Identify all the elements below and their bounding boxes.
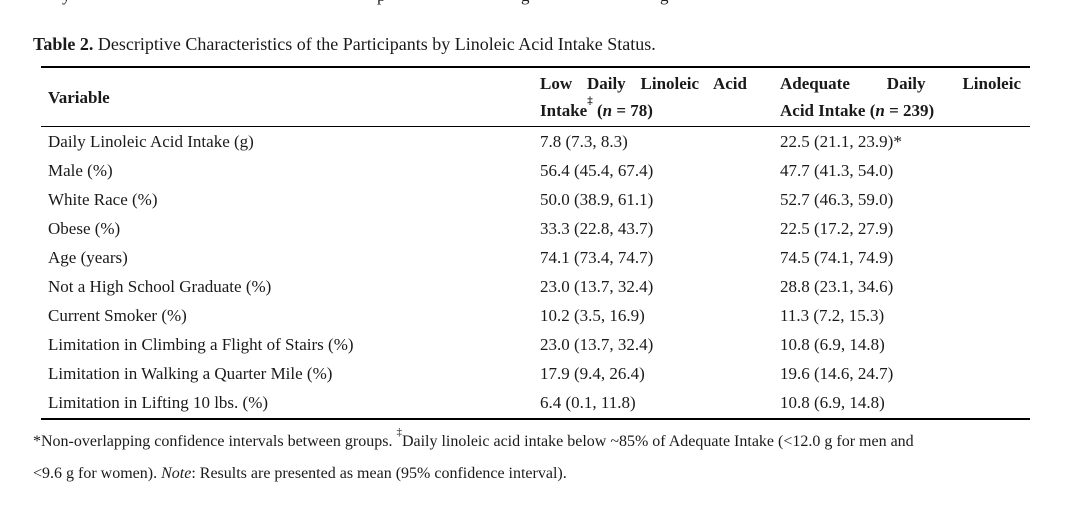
text-fragment: g bbox=[521, 0, 530, 6]
column-header-low-intake-inner: Low Daily Linoleic Acid Intake‡ (n = 78) bbox=[540, 70, 747, 124]
row-low-cell: 10.2 (3.5, 16.9) bbox=[540, 306, 645, 326]
row-variable-cell: Not a High School Graduate (%) bbox=[48, 277, 272, 297]
row-adequate-cell: 22.5 (17.2, 27.9) bbox=[780, 218, 894, 238]
column-header-adequate-intake-inner: Adequate Daily Linoleic Acid Intake (n =… bbox=[780, 70, 1021, 124]
row-low-cell: 23.0 (13.7, 32.4) bbox=[540, 335, 654, 355]
row-variable-cell: Current Smoker (%) bbox=[48, 306, 187, 326]
cropped-previous-line: y p g g bbox=[0, 0, 1066, 7]
double-dagger-superscript: ‡ bbox=[396, 425, 402, 438]
row-low-cell: 6.4 (0.1, 11.8) bbox=[540, 393, 636, 413]
row-variable-cell: Daily Linoleic Acid Intake (g) bbox=[48, 131, 254, 151]
row-adequate-cell: 19.6 (14.6, 24.7) bbox=[780, 364, 894, 384]
column-header-variable: Variable bbox=[41, 68, 540, 126]
row-adequate-cell: 28.8 (23.1, 34.6) bbox=[780, 277, 894, 297]
table-caption-label: Table 2. bbox=[33, 34, 94, 54]
footnote-line2: <9.6 g for women). Note: Results are pre… bbox=[33, 458, 1043, 490]
table-caption: Table 2. Descriptive Characteristics of … bbox=[33, 31, 656, 57]
row-low-cell: 50.0 (38.9, 61.1) bbox=[540, 189, 654, 209]
footnote-asterisk-text: *Non-overlapping confidence intervals be… bbox=[33, 433, 397, 450]
row-variable-cell: White Race (%) bbox=[48, 189, 158, 209]
header-low-line1: Low Daily Linoleic Acid bbox=[540, 74, 747, 93]
text-fragment: g bbox=[660, 0, 669, 6]
column-header-variable-label: Variable bbox=[48, 87, 110, 107]
row-variable-cell: Age (years) bbox=[48, 247, 128, 267]
text-fragment: p bbox=[377, 0, 386, 6]
column-header-adequate-intake: Adequate Daily Linoleic Acid Intake (n =… bbox=[780, 68, 1030, 126]
table-header-row: Variable Low Daily Linoleic Acid Intake‡… bbox=[41, 68, 1030, 127]
row-adequate-cell: 22.5 (21.1, 23.9)* bbox=[780, 131, 902, 151]
row-adequate-cell: 47.7 (41.3, 54.0) bbox=[780, 160, 894, 180]
header-low-n-count: = 78) bbox=[612, 101, 653, 120]
footnote-dagger-text: Daily linoleic acid intake below ~85% of… bbox=[401, 433, 914, 450]
header-adequate-n-symbol: n bbox=[875, 101, 885, 120]
row-adequate-cell: 74.5 (74.1, 74.9) bbox=[780, 247, 894, 267]
row-variable-cell: Limitation in Climbing a Flight of Stair… bbox=[48, 335, 354, 355]
table-body: Daily Linoleic Acid Intake (g) 7.8 (7.3,… bbox=[41, 127, 1030, 420]
row-variable-cell: Limitation in Lifting 10 lbs. (%) bbox=[48, 393, 269, 413]
row-low-cell: 17.9 (9.4, 26.4) bbox=[540, 364, 645, 384]
row-variable-cell: Limitation in Walking a Quarter Mile (%) bbox=[48, 364, 333, 384]
row-low-cell: 23.0 (13.7, 32.4) bbox=[540, 277, 654, 297]
row-adequate-cell: 11.3 (7.2, 15.3) bbox=[780, 306, 885, 326]
header-adequate-line2: Acid Intake (n = 239) bbox=[780, 97, 1021, 124]
footnote-line1: *Non-overlapping confidence intervals be… bbox=[33, 426, 1043, 458]
column-header-low-intake: Low Daily Linoleic Acid Intake‡ (n = 78) bbox=[540, 68, 780, 126]
footnote-note-text: : Results are presented as mean (95% con… bbox=[191, 465, 567, 482]
row-variable-cell: Obese (%) bbox=[48, 218, 121, 238]
header-low-paren-open: ( bbox=[592, 101, 603, 120]
header-low-n-symbol: n bbox=[602, 101, 613, 120]
header-low-intake-word: Intake bbox=[540, 101, 588, 120]
row-variable-cell: Male (%) bbox=[48, 160, 113, 180]
table-footnote: *Non-overlapping confidence intervals be… bbox=[33, 426, 1043, 490]
footnote-continuation-text: <9.6 g for women). bbox=[33, 465, 162, 482]
footnote-note-word: Note bbox=[161, 465, 192, 482]
header-adequate-n-count: = 239) bbox=[884, 101, 935, 120]
header-adequate-pre: Acid Intake ( bbox=[780, 101, 876, 120]
row-low-cell: 74.1 (73.4, 74.7) bbox=[540, 247, 654, 267]
row-low-cell: 7.8 (7.3, 8.3) bbox=[540, 131, 628, 151]
row-low-cell: 33.3 (22.8, 43.7) bbox=[540, 218, 654, 238]
descriptive-characteristics-table: Variable Low Daily Linoleic Acid Intake‡… bbox=[41, 66, 1030, 420]
text-fragment: y bbox=[62, 0, 71, 6]
row-adequate-cell: 10.8 (6.9, 14.8) bbox=[780, 393, 885, 413]
header-adequate-line1: Adequate Daily Linoleic bbox=[780, 74, 1021, 93]
table-caption-text: Descriptive Characteristics of the Parti… bbox=[93, 34, 656, 54]
row-low-cell: 56.4 (45.4, 67.4) bbox=[540, 160, 654, 180]
row-adequate-cell: 52.7 (46.3, 59.0) bbox=[780, 189, 894, 209]
double-dagger-superscript: ‡ bbox=[587, 95, 593, 108]
row-adequate-cell: 10.8 (6.9, 14.8) bbox=[780, 335, 885, 355]
header-low-line2: Intake‡ (n = 78) bbox=[540, 95, 747, 124]
